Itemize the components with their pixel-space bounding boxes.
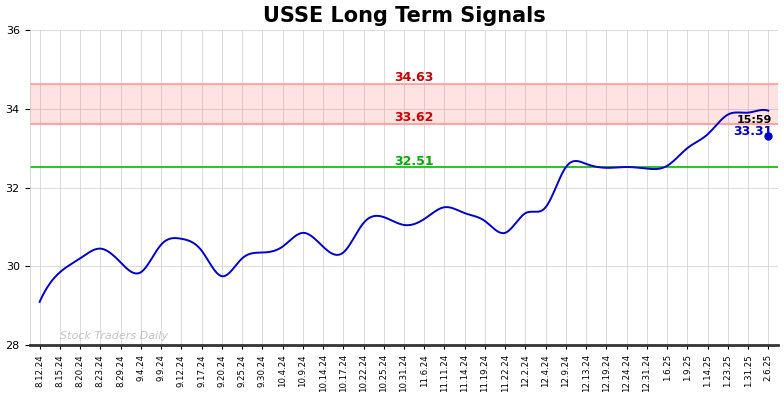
Text: 15:59: 15:59 xyxy=(737,115,772,125)
Text: 33.62: 33.62 xyxy=(394,111,434,124)
Text: 34.63: 34.63 xyxy=(394,71,434,84)
Bar xyxy=(30,84,779,124)
Text: 32.51: 32.51 xyxy=(394,155,434,168)
Text: Stock Traders Daily: Stock Traders Daily xyxy=(60,331,168,341)
Text: 33.31: 33.31 xyxy=(733,125,772,138)
Title: USSE Long Term Signals: USSE Long Term Signals xyxy=(263,6,546,25)
